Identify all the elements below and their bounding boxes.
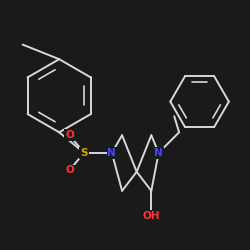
Text: N: N (154, 148, 163, 158)
Text: OH: OH (142, 211, 160, 221)
Text: O: O (65, 130, 74, 140)
Text: N: N (108, 148, 116, 158)
Text: S: S (80, 148, 88, 158)
Text: O: O (65, 165, 74, 175)
